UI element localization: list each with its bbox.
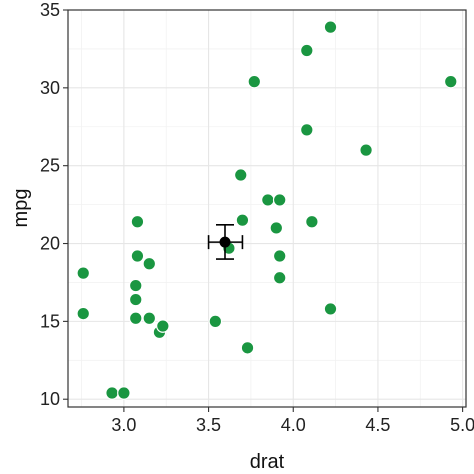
data-point (76, 306, 91, 321)
data-point (261, 193, 275, 207)
data-point (76, 266, 91, 280)
data-point (128, 311, 143, 326)
y-tick-label: 20 (40, 234, 60, 254)
data-point (359, 143, 373, 157)
data-points (76, 20, 458, 400)
y-tick-label: 10 (40, 389, 60, 409)
x-axis-title: drat (250, 451, 285, 473)
data-point (299, 43, 314, 58)
y-tick-label: 30 (40, 78, 60, 98)
data-point (233, 168, 248, 182)
data-point (272, 270, 287, 285)
data-point (130, 249, 145, 263)
data-point (323, 20, 338, 34)
data-point (142, 311, 157, 326)
data-point (269, 221, 284, 235)
data-point (443, 74, 458, 89)
data-point (272, 193, 287, 207)
plot-panel (68, 10, 466, 407)
data-point (128, 292, 143, 307)
data-point (156, 319, 170, 333)
data-point (305, 214, 319, 229)
data-point (240, 341, 255, 355)
y-tick-label: 15 (40, 311, 60, 331)
data-point (130, 214, 145, 229)
x-tick-label: 3.0 (111, 415, 136, 435)
data-point (272, 249, 287, 263)
summary-marker (207, 224, 244, 260)
data-point (105, 386, 119, 400)
y-tick-label: 25 (40, 156, 60, 176)
mean-point (219, 236, 231, 248)
data-point (323, 302, 338, 316)
data-point (128, 278, 143, 293)
data-point (299, 123, 314, 137)
x-tick-label: 4.0 (281, 415, 306, 435)
y-axis-ticks: 10 15 20 25 30 35 (40, 0, 68, 409)
x-tick-label: 3.5 (196, 415, 221, 435)
x-tick-label: 5.0 (450, 415, 474, 435)
plot-border (67, 9, 467, 408)
grid-major (68, 9, 466, 407)
x-tick-label: 4.5 (365, 415, 390, 435)
data-point (247, 74, 262, 89)
data-point (142, 256, 157, 271)
data-point (235, 213, 250, 227)
data-point (117, 386, 131, 400)
y-tick-label: 35 (40, 0, 60, 20)
x-axis-ticks: 3.0 3.5 4.0 4.5 5.0 (111, 407, 474, 435)
y-axis-title: mpg (10, 189, 32, 228)
data-point (208, 314, 223, 329)
